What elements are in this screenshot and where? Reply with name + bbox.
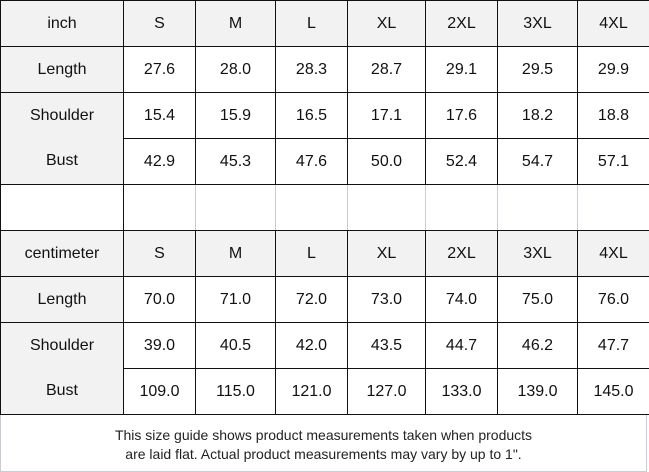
measurement-cell: 139.0 bbox=[497, 368, 578, 415]
spacer-row bbox=[0, 184, 649, 231]
empty-cell bbox=[275, 184, 348, 231]
measurement-cell: 28.3 bbox=[275, 46, 348, 93]
measurement-cell: 44.7 bbox=[425, 322, 498, 369]
inch-header-row: inch S M L XL 2XL 3XL 4XL bbox=[0, 0, 649, 47]
measurement-cell: 72.0 bbox=[275, 276, 348, 323]
empty-cell bbox=[497, 184, 578, 231]
measurement-cell: 28.7 bbox=[347, 46, 426, 93]
empty-cell bbox=[195, 184, 276, 231]
empty-cell bbox=[577, 184, 649, 231]
measurement-cell: 29.1 bbox=[425, 46, 498, 93]
unit-label: inch bbox=[0, 0, 124, 47]
measurement-cell: 43.5 bbox=[347, 322, 426, 369]
row-label: Bust bbox=[0, 368, 124, 415]
size-header: 4XL bbox=[577, 230, 649, 277]
measurement-cell: 17.1 bbox=[347, 92, 426, 139]
empty-cell bbox=[347, 184, 426, 231]
row-label: Bust bbox=[0, 138, 124, 185]
measurement-cell: 40.5 bbox=[195, 322, 276, 369]
measurement-cell: 45.3 bbox=[195, 138, 276, 185]
size-header: 2XL bbox=[425, 0, 498, 47]
measurement-cell: 70.0 bbox=[123, 276, 196, 323]
row-label: Shoulder bbox=[0, 92, 124, 139]
row-label: Length bbox=[0, 276, 124, 323]
size-table: inch S M L XL 2XL 3XL 4XL Length 27.6 28.0 28.3 28.7… bbox=[0, 0, 649, 415]
note-line-1: This size guide shows product measuremen… bbox=[114, 427, 533, 443]
measurement-cell: 71.0 bbox=[195, 276, 276, 323]
measurement-cell: 39.0 bbox=[123, 322, 196, 369]
measurement-cell: 145.0 bbox=[577, 368, 649, 415]
measurement-cell: 109.0 bbox=[123, 368, 196, 415]
table-row: Length 70.0 71.0 72.0 73.0 74.0 75.0 76.0 bbox=[0, 276, 649, 323]
measurement-cell: 75.0 bbox=[497, 276, 578, 323]
empty-cell bbox=[123, 184, 196, 231]
size-header: 4XL bbox=[577, 0, 649, 47]
row-label: Shoulder bbox=[0, 322, 124, 369]
measurement-cell: 47.7 bbox=[577, 322, 649, 369]
measurement-cell: 50.0 bbox=[347, 138, 426, 185]
row-label: Length bbox=[0, 46, 124, 93]
measurement-cell: 15.4 bbox=[123, 92, 196, 139]
measurement-cell: 16.5 bbox=[275, 92, 348, 139]
measurement-cell: 133.0 bbox=[425, 368, 498, 415]
size-header: M bbox=[195, 0, 276, 47]
empty-cell bbox=[0, 184, 124, 231]
measurement-cell: 52.4 bbox=[425, 138, 498, 185]
measurement-cell: 57.1 bbox=[577, 138, 649, 185]
measurement-cell: 15.9 bbox=[195, 92, 276, 139]
measurement-cell: 17.6 bbox=[425, 92, 498, 139]
measurement-cell: 29.5 bbox=[497, 46, 578, 93]
unit-label: centimeter bbox=[0, 230, 124, 277]
measurement-cell: 27.6 bbox=[123, 46, 196, 93]
empty-cell bbox=[425, 184, 498, 231]
measurement-cell: 127.0 bbox=[347, 368, 426, 415]
size-header: XL bbox=[347, 0, 426, 47]
measurement-cell: 18.8 bbox=[577, 92, 649, 139]
size-header: 3XL bbox=[497, 230, 578, 277]
size-header: L bbox=[275, 230, 348, 277]
measurement-cell: 42.0 bbox=[275, 322, 348, 369]
size-header: 2XL bbox=[425, 230, 498, 277]
measurement-cell: 121.0 bbox=[275, 368, 348, 415]
table-row: Shoulder 39.0 40.5 42.0 43.5 44.7 46.2 47.7 bbox=[0, 322, 649, 369]
measurement-cell: 46.2 bbox=[497, 322, 578, 369]
size-header: XL bbox=[347, 230, 426, 277]
table-row: Length 27.6 28.0 28.3 28.7 29.1 29.5 29.9 bbox=[0, 46, 649, 93]
measurement-cell: 47.6 bbox=[275, 138, 348, 185]
measurement-cell: 54.7 bbox=[497, 138, 578, 185]
table-row: Bust 109.0 115.0 121.0 127.0 133.0 139.0 145.0 bbox=[0, 368, 649, 415]
size-header: S bbox=[123, 230, 196, 277]
cm-header-row: centimeter S M L XL 2XL 3XL 4XL bbox=[0, 230, 649, 277]
size-header: S bbox=[123, 0, 196, 47]
note-line-2: are laid flat. Actual product measuremen… bbox=[125, 446, 522, 462]
table-row: Shoulder 15.4 15.9 16.5 17.1 17.6 18.2 18.8 bbox=[0, 92, 649, 139]
size-header: L bbox=[275, 0, 348, 47]
measurement-cell: 76.0 bbox=[577, 276, 649, 323]
size-guide-note: This size guide shows product measuremen… bbox=[0, 415, 647, 472]
size-header: M bbox=[195, 230, 276, 277]
measurement-cell: 73.0 bbox=[347, 276, 426, 323]
measurement-cell: 29.9 bbox=[577, 46, 649, 93]
size-header: 3XL bbox=[497, 0, 578, 47]
measurement-cell: 74.0 bbox=[425, 276, 498, 323]
measurement-cell: 28.0 bbox=[195, 46, 276, 93]
measurement-cell: 18.2 bbox=[497, 92, 578, 139]
measurement-cell: 42.9 bbox=[123, 138, 196, 185]
measurement-cell: 115.0 bbox=[195, 368, 276, 415]
table-row: Bust 42.9 45.3 47.6 50.0 52.4 54.7 57.1 bbox=[0, 138, 649, 185]
